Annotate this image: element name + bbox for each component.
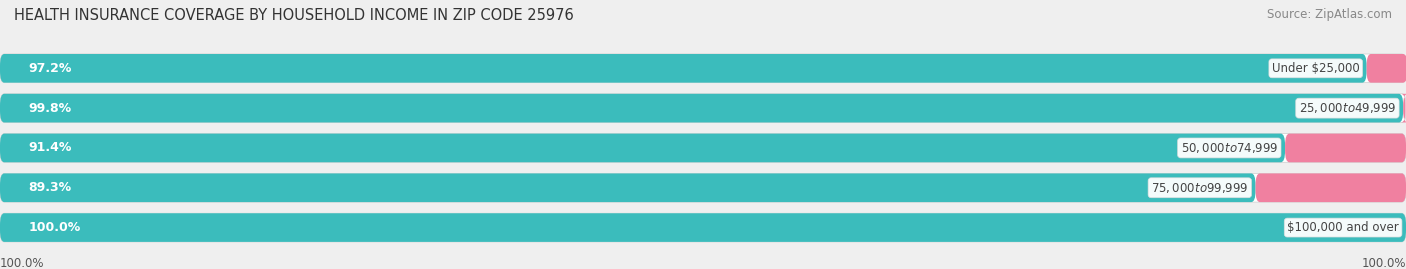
Text: 89.3%: 89.3%	[28, 181, 72, 194]
FancyBboxPatch shape	[1285, 134, 1406, 162]
FancyBboxPatch shape	[0, 213, 1406, 242]
Text: $100,000 and over: $100,000 and over	[1288, 221, 1399, 234]
Text: 97.2%: 97.2%	[28, 62, 72, 75]
FancyBboxPatch shape	[1402, 94, 1406, 122]
FancyBboxPatch shape	[0, 174, 1406, 202]
Text: $75,000 to $99,999: $75,000 to $99,999	[1152, 181, 1249, 195]
FancyBboxPatch shape	[0, 54, 1367, 83]
FancyBboxPatch shape	[0, 94, 1406, 122]
Text: HEALTH INSURANCE COVERAGE BY HOUSEHOLD INCOME IN ZIP CODE 25976: HEALTH INSURANCE COVERAGE BY HOUSEHOLD I…	[14, 8, 574, 23]
FancyBboxPatch shape	[1256, 174, 1406, 202]
FancyBboxPatch shape	[0, 54, 1406, 83]
Text: $50,000 to $74,999: $50,000 to $74,999	[1181, 141, 1278, 155]
Text: Source: ZipAtlas.com: Source: ZipAtlas.com	[1267, 8, 1392, 21]
Text: 100.0%: 100.0%	[28, 221, 80, 234]
Text: 91.4%: 91.4%	[28, 141, 72, 154]
Text: Under $25,000: Under $25,000	[1272, 62, 1360, 75]
Text: 100.0%: 100.0%	[1361, 257, 1406, 269]
Text: 100.0%: 100.0%	[0, 257, 45, 269]
FancyBboxPatch shape	[0, 174, 1256, 202]
Text: 99.8%: 99.8%	[28, 102, 72, 115]
Text: $25,000 to $49,999: $25,000 to $49,999	[1299, 101, 1396, 115]
FancyBboxPatch shape	[0, 213, 1406, 242]
FancyBboxPatch shape	[0, 134, 1406, 162]
FancyBboxPatch shape	[0, 94, 1403, 122]
FancyBboxPatch shape	[0, 134, 1285, 162]
FancyBboxPatch shape	[1367, 54, 1406, 83]
